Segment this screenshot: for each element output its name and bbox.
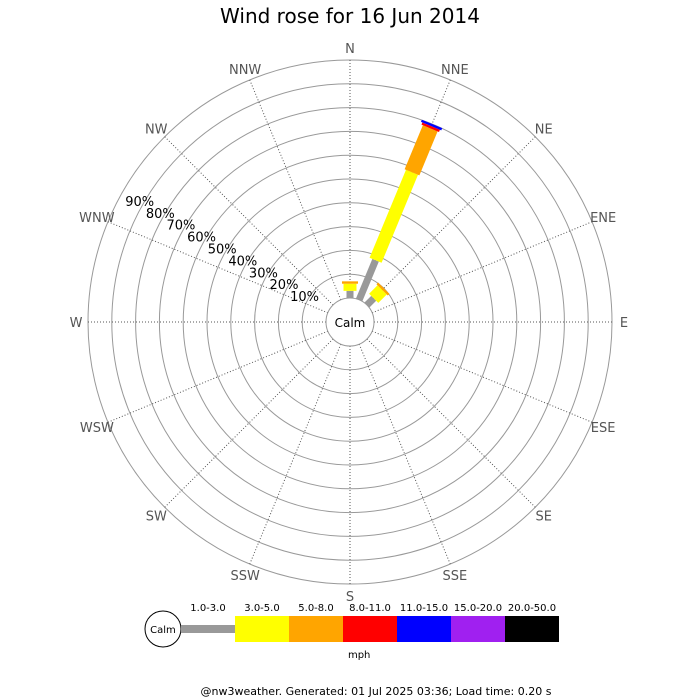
- spoke-nnw: [249, 79, 342, 301]
- spoke-nw: [164, 136, 334, 306]
- calm-circle-group: Calm: [325, 297, 375, 347]
- polar-grid: [87, 59, 613, 585]
- radial-tick-label: 40%: [228, 254, 257, 269]
- radial-tick-label: 70%: [166, 219, 195, 234]
- legend-bin-label: 11.0-15.0: [400, 603, 448, 614]
- radial-tick-label: 10%: [290, 290, 319, 305]
- legend-bin-label: 20.0-50.0: [508, 603, 556, 614]
- grid-ring-1: [301, 273, 399, 371]
- spoke-ese: [371, 330, 593, 423]
- spoke-sw: [164, 338, 334, 508]
- legend-bin-label: 15.0-20.0: [454, 603, 502, 614]
- direction-label-se: SE: [536, 510, 552, 525]
- legend-bin-label: 3.0-5.0: [244, 603, 279, 614]
- direction-label-wsw: WSW: [80, 421, 114, 436]
- grid-ring-6: [182, 154, 518, 490]
- petal-segment-nne-2: [404, 125, 438, 176]
- legend-swatch-6: [505, 616, 559, 642]
- petal-segment-ne-2: [376, 282, 390, 296]
- direction-label-sse: SSE: [442, 569, 467, 584]
- petal-segment-ne-1: [369, 285, 387, 303]
- radial-tick-label: 60%: [187, 231, 216, 246]
- spoke-ssw: [249, 343, 342, 565]
- petal-segment-nne-1: [369, 169, 419, 263]
- petal-segment-nne-4: [420, 119, 443, 131]
- direction-label-n: N: [345, 42, 355, 57]
- direction-label-e: E: [620, 316, 628, 331]
- spoke-se: [366, 338, 536, 508]
- legend-swatch-0: [181, 625, 235, 633]
- petals: [342, 119, 443, 308]
- grid-ring-8: [135, 107, 565, 537]
- direction-label-nnw: NNW: [229, 63, 261, 78]
- direction-label-ene: ENE: [590, 211, 616, 226]
- direction-label-sw: SW: [146, 510, 167, 525]
- spoke-ene: [371, 221, 593, 314]
- spoke-ne: [366, 136, 536, 306]
- spoke-wsw: [107, 330, 329, 423]
- grid-ring-3: [254, 226, 446, 418]
- legend-bin-label: 5.0-8.0: [298, 603, 333, 614]
- radial-tick-label: 90%: [125, 195, 154, 210]
- calm-label: Calm: [335, 316, 366, 330]
- labels: N NNE NE ENE E ESE SE SSE S SSW SW WSW W WNW NW NNW 10%2…: [70, 42, 629, 605]
- chart-title: Wind rose for 16 Jun 2014: [220, 4, 480, 28]
- direction-label-ssw: SSW: [230, 569, 260, 584]
- radial-tick-label: 20%: [270, 278, 299, 293]
- direction-label-s: S: [346, 590, 354, 605]
- radial-tick-label: 30%: [249, 266, 278, 281]
- legend-swatch-5: [451, 616, 505, 642]
- direction-label-w: W: [70, 316, 83, 331]
- radial-tick-label: 80%: [146, 207, 175, 222]
- legend-bin-label: 1.0-3.0: [190, 603, 225, 614]
- grid-ring-9: [111, 83, 589, 561]
- direction-label-nw: NW: [145, 122, 168, 137]
- legend-bin-label: 8.0-11.0: [349, 603, 391, 614]
- legend: Calm 1.0-3.0 3.0-5.0 5.0-8.0 8.0-11.0 11.0-15…: [144, 603, 559, 661]
- petal-segment-ne-0: [364, 295, 377, 308]
- direction-label-nne: NNE: [441, 63, 469, 78]
- footer-text: @nw3weather. Generated: 01 Jul 2025 03:3…: [201, 685, 552, 698]
- legend-calm-label: Calm: [150, 625, 176, 636]
- direction-label-ese: ESE: [591, 421, 616, 436]
- petal-segment-nne-3: [421, 122, 440, 132]
- direction-label-ne: NE: [535, 122, 553, 137]
- grid-ring-7: [158, 130, 542, 514]
- spoke-wnw: [107, 221, 329, 314]
- legend-unit-label: mph: [348, 650, 370, 661]
- spoke-sse: [358, 343, 451, 565]
- grid-ring-5: [206, 178, 494, 466]
- legend-swatch-1: [235, 616, 289, 642]
- calm-circle: [325, 297, 375, 347]
- petal-segment-nne-0: [355, 258, 379, 302]
- legend-swatch-2: [289, 616, 343, 642]
- grid-ring-2: [277, 249, 423, 395]
- legend-swatch-3: [343, 616, 397, 642]
- radial-tick-label: 50%: [208, 243, 237, 258]
- direction-label-wnw: WNW: [79, 211, 115, 226]
- legend-swatch-4: [397, 616, 451, 642]
- grid-ring-4: [230, 202, 470, 442]
